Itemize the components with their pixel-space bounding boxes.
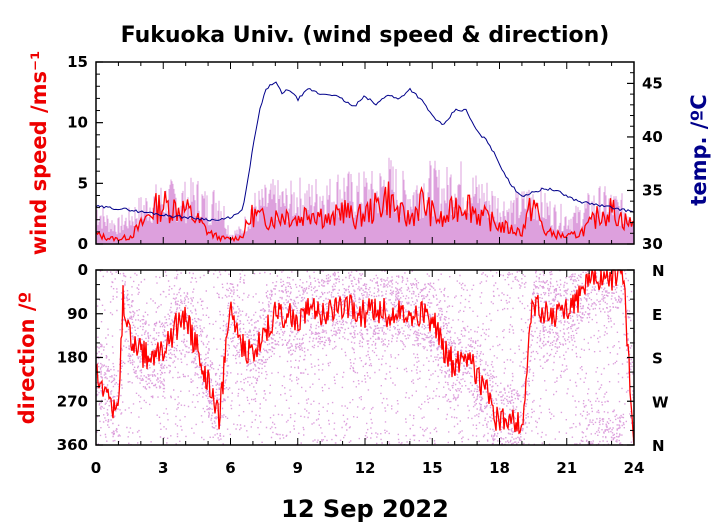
temperature-tick-label: 35 <box>642 181 663 199</box>
direction-axis-label: direction /º <box>15 292 39 425</box>
direction-mean-line <box>95 269 635 446</box>
hour-tick-label: 12 <box>355 459 376 477</box>
chart-title: Fukuoka Univ. (wind speed & direction) <box>121 23 610 48</box>
temperature-axis-label: temp. /ºC <box>687 94 711 205</box>
wind-mean-series <box>95 181 634 243</box>
direction-scatter-dots <box>96 269 636 446</box>
wind-mean-line <box>95 181 634 243</box>
hour-tick-label: 18 <box>489 459 510 477</box>
direction-tick-label: 90 <box>67 305 88 323</box>
wind-speed-tick-label: 0 <box>78 235 88 253</box>
wind-speed-tick-label: 5 <box>78 174 88 192</box>
direction-tick-label: 270 <box>57 392 88 410</box>
temperature-line <box>95 81 635 222</box>
wind-speed-panel: 0 5 10 15 30 35 40 45 <box>67 53 663 253</box>
hour-tick-label: 15 <box>422 459 443 477</box>
direction-mean-series <box>95 269 635 446</box>
direction-tick-label: 360 <box>57 436 88 454</box>
compass-tick-label: N <box>652 437 665 455</box>
direction-panel: 0 N 90 E 180 S 270 W 360 N 0 3 6 9 12 15 18 21 24 <box>57 261 669 477</box>
top-axis-ticks: 0 5 10 15 30 35 40 45 <box>67 53 663 253</box>
date-axis-label: 12 Sep 2022 <box>281 495 449 523</box>
compass-tick-label: S <box>652 350 663 368</box>
hour-tick-label: 21 <box>556 459 577 477</box>
bottom-axis-ticks: 0 N 90 E 180 S 270 W 360 N 0 3 6 9 12 15 18 21 24 <box>57 261 669 477</box>
wind-speed-tick-label: 15 <box>67 53 88 71</box>
compass-tick-label: W <box>652 393 669 411</box>
temperature-tick-label: 30 <box>642 235 663 253</box>
compass-tick-label: E <box>652 306 662 324</box>
hour-tick-label: 24 <box>624 459 645 477</box>
direction-scatter-series <box>96 269 636 446</box>
wind-speed-tick-label: 10 <box>67 114 88 132</box>
direction-tick-label: 180 <box>57 349 88 367</box>
temperature-series <box>95 81 635 222</box>
hour-tick-label: 3 <box>158 459 168 477</box>
hour-tick-label: 6 <box>225 459 235 477</box>
compass-tick-label: N <box>652 262 665 280</box>
temperature-tick-label: 45 <box>642 74 663 92</box>
wind-speed-axis-label: wind speed /ms⁻¹ <box>27 51 51 256</box>
temperature-tick-label: 40 <box>642 128 663 146</box>
hour-tick-label: 9 <box>293 459 303 477</box>
direction-tick-label: 0 <box>78 261 88 279</box>
bottom-plot-frame <box>95 269 635 446</box>
hour-tick-label: 0 <box>91 459 101 477</box>
